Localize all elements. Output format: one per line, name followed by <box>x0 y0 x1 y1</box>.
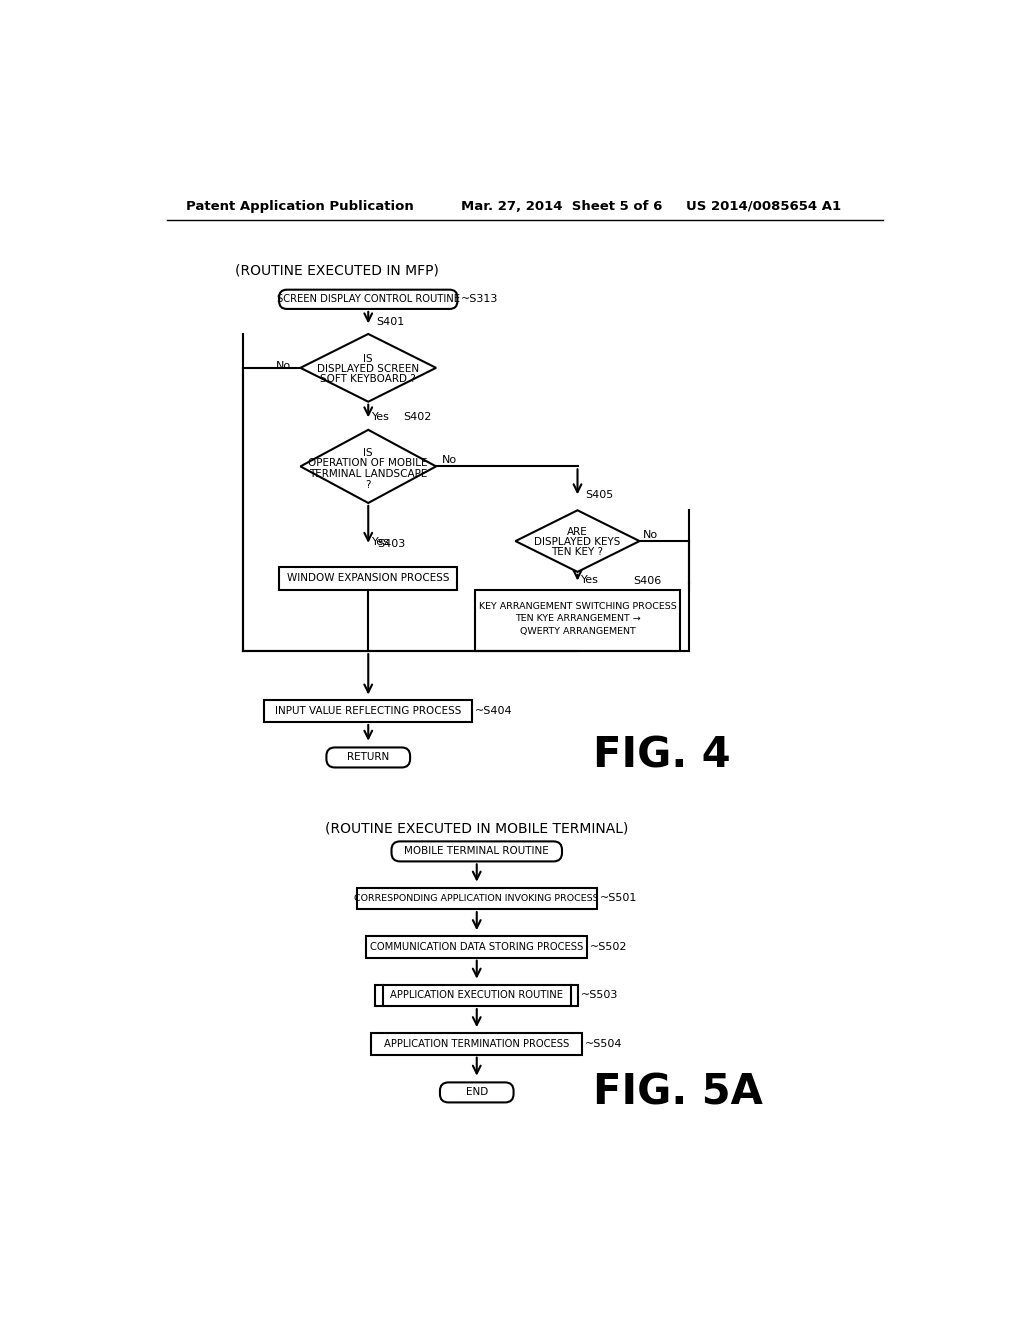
Text: S402: S402 <box>403 412 431 422</box>
Text: Yes: Yes <box>372 412 390 422</box>
Text: APPLICATION EXECUTION ROUTINE: APPLICATION EXECUTION ROUTINE <box>390 990 563 1001</box>
Text: DISPLAYED SCREEN: DISPLAYED SCREEN <box>317 363 419 374</box>
Text: ?: ? <box>366 480 371 490</box>
Text: ~S504: ~S504 <box>585 1039 623 1049</box>
Text: TEN KYE ARRANGEMENT →: TEN KYE ARRANGEMENT → <box>515 614 640 623</box>
Text: COMMUNICATION DATA STORING PROCESS: COMMUNICATION DATA STORING PROCESS <box>370 942 584 952</box>
Bar <box>264 701 472 722</box>
Text: Mar. 27, 2014  Sheet 5 of 6: Mar. 27, 2014 Sheet 5 of 6 <box>461 199 663 213</box>
Text: FIG. 4: FIG. 4 <box>593 734 731 776</box>
Bar <box>367 936 587 958</box>
Text: ~S501: ~S501 <box>600 894 637 903</box>
Text: No: No <box>275 360 291 371</box>
Bar <box>372 1034 583 1055</box>
Text: S405: S405 <box>586 490 613 500</box>
Bar <box>356 887 597 909</box>
Text: MOBILE TERMINAL ROUTINE: MOBILE TERMINAL ROUTINE <box>404 846 549 857</box>
Polygon shape <box>300 430 436 503</box>
Text: TEN KEY ?: TEN KEY ? <box>552 546 603 557</box>
Text: ARE: ARE <box>567 527 588 537</box>
Text: DISPLAYED KEYS: DISPLAYED KEYS <box>535 537 621 546</box>
Text: CORRESPONDING APPLICATION INVOKING PROCESS: CORRESPONDING APPLICATION INVOKING PROCE… <box>354 894 599 903</box>
Text: (ROUTINE EXECUTED IN MFP): (ROUTINE EXECUTED IN MFP) <box>236 263 439 277</box>
Text: SOFT KEYBOARD ?: SOFT KEYBOARD ? <box>321 375 416 384</box>
Text: Yes: Yes <box>372 537 390 546</box>
Polygon shape <box>515 511 640 572</box>
Text: APPLICATION TERMINATION PROCESS: APPLICATION TERMINATION PROCESS <box>384 1039 569 1049</box>
Text: QWERTY ARRANGEMENT: QWERTY ARRANGEMENT <box>519 627 635 636</box>
Text: (ROUTINE EXECUTED IN MOBILE TERMINAL): (ROUTINE EXECUTED IN MOBILE TERMINAL) <box>325 821 629 836</box>
Text: RETURN: RETURN <box>347 752 389 763</box>
Bar <box>375 985 579 1006</box>
Text: TERMINAL LANDSCAPE: TERMINAL LANDSCAPE <box>309 469 427 479</box>
Text: IS: IS <box>364 447 373 458</box>
Text: ~S503: ~S503 <box>582 990 618 1001</box>
Text: INPUT VALUE REFLECTING PROCESS: INPUT VALUE REFLECTING PROCESS <box>275 706 462 717</box>
Text: OPERATION OF MOBILE: OPERATION OF MOBILE <box>308 458 428 469</box>
Text: Yes: Yes <box>582 576 599 585</box>
FancyBboxPatch shape <box>327 747 410 767</box>
Text: US 2014/0085654 A1: US 2014/0085654 A1 <box>686 199 841 213</box>
Text: IS: IS <box>364 354 373 363</box>
Text: Patent Application Publication: Patent Application Publication <box>186 199 414 213</box>
Text: END: END <box>466 1088 487 1097</box>
Text: S406: S406 <box>633 576 662 586</box>
Polygon shape <box>300 334 436 401</box>
FancyBboxPatch shape <box>280 289 458 309</box>
Bar <box>475 590 680 651</box>
Text: ~S313: ~S313 <box>461 294 498 305</box>
Text: ~S404: ~S404 <box>475 706 513 717</box>
Text: WINDOW EXPANSION PROCESS: WINDOW EXPANSION PROCESS <box>287 573 450 583</box>
Text: ~S502: ~S502 <box>590 942 628 952</box>
Text: SCREEN DISPLAY CONTROL ROUTINE: SCREEN DISPLAY CONTROL ROUTINE <box>276 294 460 305</box>
Text: No: No <box>643 529 658 540</box>
Text: S403: S403 <box>378 539 406 549</box>
Bar <box>280 566 458 590</box>
Text: No: No <box>442 455 458 465</box>
Text: FIG. 5A: FIG. 5A <box>593 1072 763 1113</box>
Text: S401: S401 <box>376 317 404 327</box>
FancyBboxPatch shape <box>391 841 562 862</box>
Text: KEY ARRANGEMENT SWITCHING PROCESS: KEY ARRANGEMENT SWITCHING PROCESS <box>478 602 677 611</box>
FancyBboxPatch shape <box>440 1082 514 1102</box>
